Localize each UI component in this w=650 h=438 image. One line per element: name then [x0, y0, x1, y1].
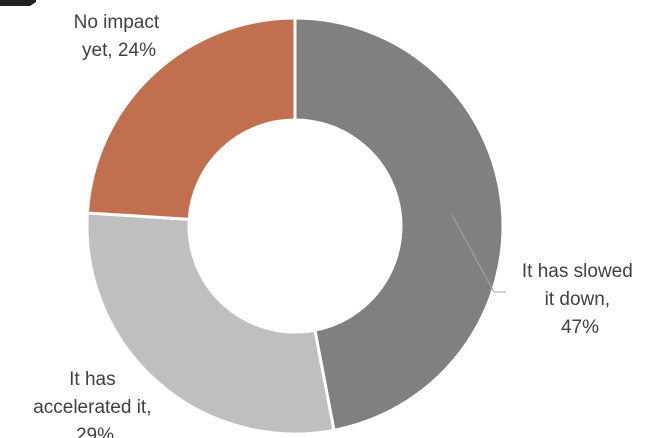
slice-label-slowed: It has slowed it down, 47% — [522, 261, 638, 338]
slice-accelerated — [85, 211, 336, 436]
slice-no-impact — [85, 16, 297, 221]
slice-slowed — [293, 16, 505, 433]
cropped-title-fragment — [0, 0, 44, 10]
slice-label-accelerated: It has accelerated it, 29% — [33, 369, 157, 438]
slice-label-no-impact: No impact yet, 24% — [74, 12, 165, 61]
slice-leader-line — [451, 214, 495, 293]
